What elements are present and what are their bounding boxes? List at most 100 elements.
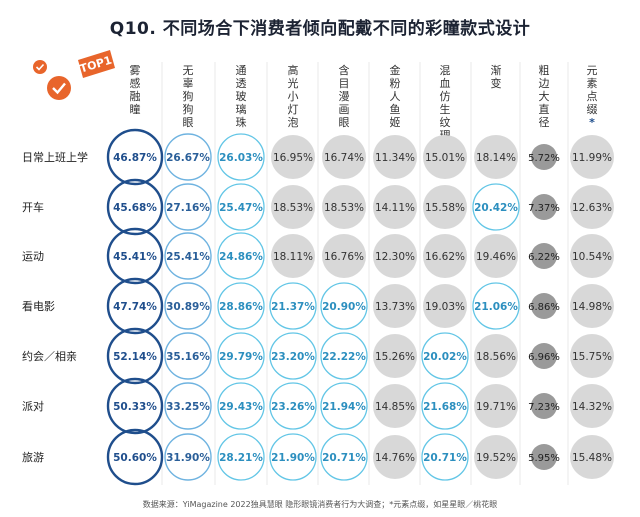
value-label: 22.22%: [322, 351, 366, 363]
value-circle: [474, 435, 518, 479]
column-header-char: 玻: [236, 90, 247, 103]
column-header-char: 点: [587, 90, 598, 103]
column-header-char: 珠: [236, 115, 247, 129]
value-circle: [474, 334, 518, 378]
value-label: 18.53%: [324, 202, 364, 214]
value-label: 21.94%: [322, 401, 366, 413]
value-label: 7.23%: [528, 402, 560, 413]
value-label: 12.63%: [572, 202, 612, 214]
value-label: 18.53%: [273, 202, 313, 214]
value-circle: [373, 234, 417, 278]
value-label: 19.71%: [476, 401, 516, 413]
top1-badge-graphic: TOP1: [33, 50, 115, 100]
value-label: 15.75%: [572, 351, 612, 363]
value-circle: [320, 382, 368, 430]
value-circle: [217, 382, 265, 430]
value-circle: [531, 444, 557, 470]
value-circle: [570, 334, 614, 378]
value-label: 6.96%: [528, 352, 560, 363]
column-header-char: 金: [390, 63, 401, 77]
row-label: 约会／相亲: [22, 349, 77, 363]
value-circle: [531, 343, 557, 369]
column-header-char: 漫: [339, 89, 350, 103]
top1-ribbon: [78, 50, 115, 78]
source-footnote: 数据来源：YiMagazine 2022独具慧眼 隐形眼镜消费者行为大调查；*元…: [142, 500, 498, 509]
value-circle: [106, 277, 164, 335]
column-header-char: 纹: [440, 115, 451, 129]
value-label: 21.90%: [271, 452, 315, 464]
column-header-char: 姬: [390, 116, 401, 129]
value-label: 16.76%: [324, 251, 364, 263]
value-label: 12.30%: [375, 251, 415, 263]
value-label: 25.41%: [166, 251, 210, 263]
value-label: 28.86%: [219, 301, 263, 313]
value-label: 15.58%: [425, 202, 465, 214]
value-circle: [423, 284, 467, 328]
value-label: 45.68%: [113, 202, 157, 214]
value-label: 21.68%: [423, 401, 467, 413]
column-header-char: 通: [236, 64, 247, 77]
column-header-char: 大: [539, 89, 550, 103]
value-circle: [217, 332, 265, 380]
value-label: 5.95%: [528, 453, 560, 464]
column-header-char: 素: [587, 77, 598, 90]
value-label: 20.90%: [322, 301, 366, 313]
value-circle: [269, 282, 317, 330]
value-label: 46.87%: [113, 152, 157, 164]
value-circle: [271, 234, 315, 278]
value-circle: [320, 282, 368, 330]
value-label: 13.73%: [375, 301, 415, 313]
value-circle: [322, 135, 366, 179]
value-label: 14.11%: [375, 202, 415, 214]
value-circle: [570, 384, 614, 428]
value-label: 50.33%: [113, 401, 157, 413]
column-header-char: 边: [539, 77, 550, 90]
column-header-char: 混: [440, 64, 451, 77]
value-circle: [531, 194, 557, 220]
value-circle: [320, 332, 368, 380]
value-circle: [164, 433, 212, 481]
column-header-char: 狗: [183, 90, 194, 103]
column-header-char: 灯: [288, 103, 299, 116]
column-header-char: 眼: [339, 116, 350, 129]
value-label: 20.42%: [474, 202, 518, 214]
value-label: 11.34%: [375, 152, 415, 164]
value-circle: [531, 243, 557, 269]
value-label: 16.62%: [425, 251, 465, 263]
value-circle: [531, 293, 557, 319]
value-label: 31.90%: [166, 452, 210, 464]
value-label: 11.99%: [572, 152, 612, 164]
chart-title: Q10. 不同场合下消费者倾向配戴不同的彩瞳款式设计: [109, 19, 531, 39]
value-label: 16.74%: [324, 152, 364, 164]
value-circle: [423, 234, 467, 278]
value-circle: [570, 284, 614, 328]
value-circle: [271, 185, 315, 229]
column-header-char: 瞳: [130, 102, 141, 116]
value-circle: [474, 234, 518, 278]
value-label: 19.03%: [425, 301, 465, 313]
column-header-char: 小: [288, 90, 299, 103]
value-circle: [217, 282, 265, 330]
value-circle: [164, 232, 212, 280]
column-header-char: 雾: [130, 64, 141, 77]
column-header-char: 璃: [236, 102, 247, 116]
value-label: 21.06%: [474, 301, 518, 313]
value-label: 19.46%: [476, 251, 516, 263]
value-label: 18.11%: [273, 251, 313, 263]
value-circle: [373, 384, 417, 428]
value-circle: [570, 234, 614, 278]
column-header-char: 生: [440, 102, 451, 116]
value-label: 15.01%: [425, 152, 465, 164]
value-circle: [423, 185, 467, 229]
value-label: 14.98%: [572, 301, 612, 313]
value-label: 21.37%: [271, 301, 315, 313]
value-label: 23.26%: [271, 401, 315, 413]
value-circle: [106, 327, 164, 385]
column-header-char: 画: [339, 103, 350, 116]
value-circle: [106, 227, 164, 285]
column-header-char: 高: [288, 63, 299, 77]
column-header-char: 血: [440, 76, 451, 90]
value-circle: [106, 428, 164, 486]
column-header-char: 缀: [587, 103, 598, 116]
